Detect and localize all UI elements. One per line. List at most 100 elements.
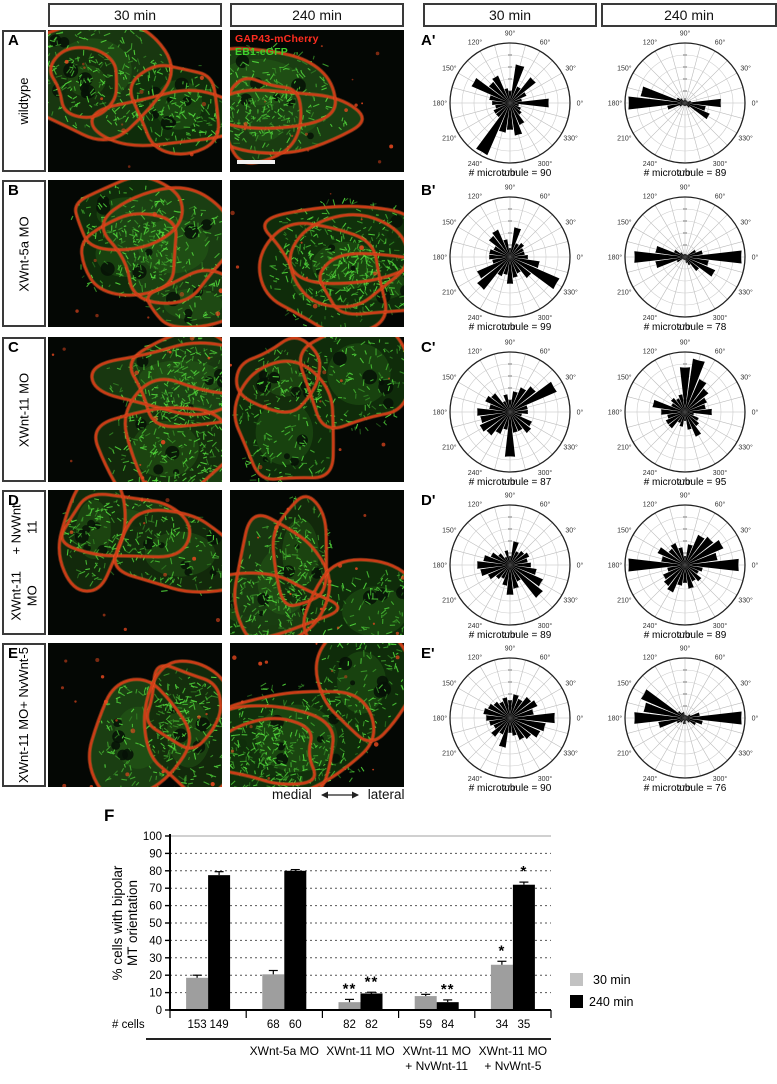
svg-text:60°: 60° [715,348,726,356]
svg-text:300°: 300° [713,469,728,477]
svg-text:240°: 240° [468,469,483,477]
svg-text:150°: 150° [617,218,632,226]
svg-text:330°: 330° [563,134,578,142]
svg-text:240°: 240° [468,775,483,783]
rose-panel-letter-B: B' [421,182,436,199]
svg-text:120°: 120° [643,501,658,509]
svg-text:300°: 300° [538,160,553,168]
svg-text:240°: 240° [643,160,658,168]
svg-text:180°: 180° [433,714,448,722]
microscopy-panel-C-30min [48,337,222,482]
svg-text:300°: 300° [538,622,553,630]
svg-text:180°: 180° [433,99,448,107]
svg-text:210°: 210° [617,134,632,142]
row-condition-label-B: XWnt-5a MO [15,215,31,292]
microscopy-panel-D-30min [48,490,222,635]
svg-text:330°: 330° [738,288,753,296]
svg-text:90°: 90° [680,338,691,346]
svg-text:90°: 90° [680,29,691,37]
microtubule-count-caption: # microtubule = 89 [468,630,552,641]
medial-label: medial [272,787,312,802]
svg-text:60°: 60° [715,193,726,201]
panel-letter-F: F [104,806,115,825]
svg-text:150°: 150° [617,526,632,534]
microtubule-count-caption: # microtubule = 95 [643,477,727,488]
rose-diagram-B-30min: 0° 30° 60° 90° 120° 150° 180° 210° 240° 270° 300° 3… [430,177,590,337]
rose-column-header-240min: 240 min [601,3,777,27]
svg-text:150°: 150° [442,679,457,687]
rose-diagram-E-240min: 0° 30° 60° 90° 120° 150° 180° 210° 240° 270° 300° 3… [605,638,765,798]
overlay-label-gap43-mcherry: GAP43-mCherry [235,33,319,45]
microtubule-count-caption: # microtubule = 89 [643,630,727,641]
svg-text:150°: 150° [617,64,632,72]
svg-text:270°: 270° [678,478,693,486]
svg-text:120°: 120° [643,348,658,356]
microtubule-count-caption: # microtubule = 90 [468,168,552,179]
svg-text:120°: 120° [468,501,483,509]
panel-letter-A: A [8,32,19,49]
svg-text:180°: 180° [433,561,448,569]
svg-text:240°: 240° [468,314,483,322]
svg-text:60°: 60° [540,654,551,662]
row-label-box-D [2,490,46,635]
svg-text:330°: 330° [563,288,578,296]
svg-text:330°: 330° [738,596,753,604]
svg-text:120°: 120° [468,654,483,662]
microscopy-panel-E-240min [230,643,404,787]
rose-diagram-A-240min: 0° 30° 60° 90° 120° 150° 180° 210° 240° 270° 300° 3… [605,23,765,183]
svg-text:270°: 270° [678,169,693,177]
microtubule-count-caption: # microtubule = 78 [643,322,727,333]
rose-diagram-C-30min: 0° 30° 60° 90° 120° 150° 180° 210° 240° 270° 300° 3… [430,332,590,492]
microscopy-panel-A-30min [48,30,222,172]
svg-text:180°: 180° [433,253,448,261]
svg-text:60°: 60° [540,39,551,47]
svg-text:300°: 300° [713,314,728,322]
svg-text:0°: 0° [577,408,584,416]
svg-text:270°: 270° [503,323,518,331]
svg-text:60°: 60° [540,501,551,509]
svg-text:0°: 0° [752,561,759,569]
svg-text:0°: 0° [577,561,584,569]
svg-text:60°: 60° [715,501,726,509]
svg-text:210°: 210° [442,443,457,451]
row-condition-label-D: XWnt-11 MO + NvWnt-11 [7,499,39,621]
microscopy-panel-C-240min [230,337,404,482]
panel-letter-B: B [8,182,19,199]
svg-text:0°: 0° [577,99,584,107]
row-condition-label-C: XWnt-11 MO [15,372,31,447]
scale-bar [237,160,275,164]
row-label-box-A [2,30,46,172]
rose-diagram-D-240min: 0° 30° 60° 90° 120° 150° 180° 210° 240° 270° 300° 3… [605,485,765,645]
svg-text:180°: 180° [433,408,448,416]
svg-text:300°: 300° [538,314,553,322]
svg-text:210°: 210° [442,749,457,757]
svg-text:210°: 210° [442,596,457,604]
svg-text:300°: 300° [538,775,553,783]
svg-text:240°: 240° [643,469,658,477]
svg-text:90°: 90° [505,491,516,499]
svg-text:0°: 0° [752,253,759,261]
svg-text:120°: 120° [643,193,658,201]
microscopy-panel-A-240min: GAP43-mCherry EB1-eGFP [230,30,404,172]
svg-text:90°: 90° [505,183,516,191]
svg-text:330°: 330° [563,443,578,451]
bar-chart-F: ** * ** ** * 0 10 20 30 40 50 60 70 80 90 100% cells wi… [100,826,740,1084]
svg-text:30°: 30° [740,64,751,72]
microtubule-count-caption: # microtubule = 87 [468,477,552,488]
svg-text:90°: 90° [680,183,691,191]
rose-panel-letter-D: D' [421,492,436,509]
svg-text:270°: 270° [503,784,518,792]
svg-text:30°: 30° [740,526,751,534]
rose-diagram-D-30min: 0° 30° 60° 90° 120° 150° 180° 210° 240° 270° 300° 3… [430,485,590,645]
panel-letter-C: C [8,339,19,356]
svg-text:240°: 240° [643,622,658,630]
svg-text:150°: 150° [442,218,457,226]
svg-text:240°: 240° [643,314,658,322]
microscopy-panel-D-240min [230,490,404,635]
svg-text:330°: 330° [738,443,753,451]
rose-column-header-30min: 30 min [423,3,597,27]
svg-text:150°: 150° [442,526,457,534]
svg-text:210°: 210° [617,288,632,296]
svg-text:60°: 60° [540,193,551,201]
svg-text:150°: 150° [442,373,457,381]
